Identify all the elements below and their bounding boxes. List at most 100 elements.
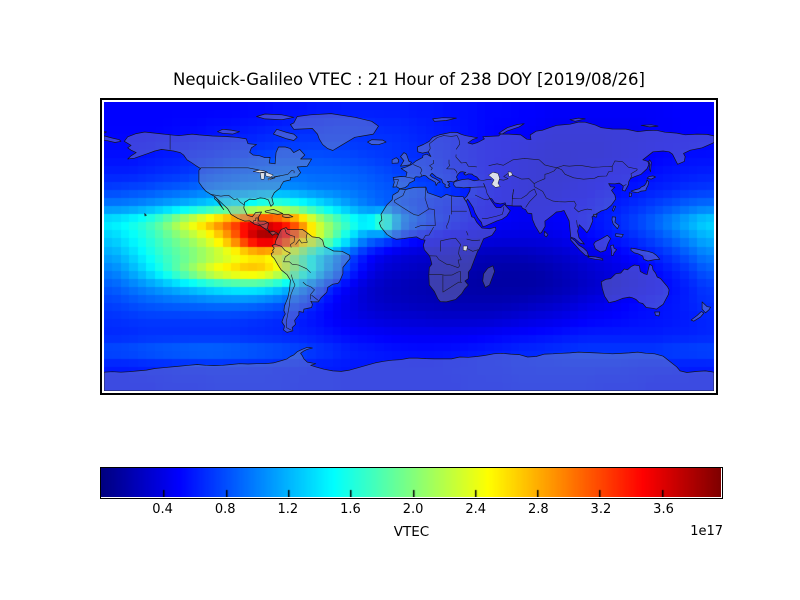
land-luzon [611, 216, 620, 230]
vtec-heatmap-canvas [104, 102, 714, 391]
border-poland-ukraine-romania [446, 159, 458, 174]
land-iceland [367, 139, 387, 146]
border-france-east [413, 164, 423, 177]
land-mindanao [615, 233, 624, 238]
border-panama [268, 231, 270, 234]
land-africa [378, 186, 497, 303]
land-sulawesi [610, 244, 617, 256]
border-venezuela-guyana-brazil [295, 232, 308, 245]
border-mongolia [556, 165, 613, 180]
land-taiwan [611, 205, 617, 212]
land-ireland [391, 157, 400, 164]
border-costa-rica [263, 228, 268, 230]
border-colombia-venezuela [284, 228, 295, 248]
border-namibia-botswana [428, 274, 452, 276]
land-north-america [123, 131, 312, 236]
coastlines-borders-overlay [104, 113, 714, 391]
land-hispaniola [282, 214, 294, 218]
colorbar-tick-label-2.8: 2.8 [527, 502, 549, 517]
land-hawaii [144, 213, 147, 217]
colorbar-tick-label-2.4: 2.4 [465, 502, 487, 517]
border-paraguay-argentina [302, 281, 315, 300]
land-baja-california [214, 196, 225, 210]
land-eurasia [392, 121, 714, 245]
border-spain-portugal [393, 178, 399, 187]
land-hainan [592, 213, 598, 218]
lake-lake-huron [265, 171, 274, 178]
colorbar-tick-labels: 0.4 0.8 1.2 1.6 2.0 2.4 2.8 3.2 3.6 [100, 502, 723, 520]
land-sumatra [570, 237, 589, 257]
border-korea-dmz [623, 184, 627, 187]
border-finland-russia [455, 135, 461, 150]
border-nigeria-cameroon [423, 226, 434, 239]
lake-caspian-sea [488, 171, 501, 188]
land-severnaya-zemlya [569, 117, 586, 122]
lake-lake-erie [267, 177, 276, 181]
land-ellesmere-island [256, 113, 295, 121]
lake-lake-ontario [274, 175, 281, 178]
border-morocco-algeria [394, 189, 406, 202]
border-india-pakistan [525, 188, 537, 208]
border-algeria-mali-niger [394, 201, 435, 216]
colorbar-tick-label-0.4: 0.4 [152, 502, 173, 517]
land-tasmania [654, 311, 661, 317]
border-zambezi [451, 271, 461, 283]
land-hokkaido [646, 175, 656, 180]
border-uruguay-brazil [311, 294, 319, 301]
land-new-guinea [630, 247, 661, 262]
land-victoria-island [217, 128, 240, 135]
border-thailand-myanmar [576, 220, 579, 228]
land-svalbard [432, 117, 457, 122]
colorbar-frame [100, 467, 723, 499]
border-russia-china-amur [611, 160, 638, 179]
border-saudi-north [474, 194, 490, 201]
land-java [587, 256, 604, 261]
lake-lake-superior [252, 169, 267, 173]
land-nz-north [701, 301, 711, 314]
border-china-india-nepal [534, 186, 575, 203]
land-wrangel-island [104, 131, 107, 134]
colorbar-tick-label-3.2: 3.2 [590, 502, 612, 517]
border-drc-angola-zambia [429, 237, 462, 268]
lake-aral-sea [507, 171, 513, 177]
colorbar-exponent-label: 1e17 [690, 524, 723, 539]
border-iran-afghanistan [511, 189, 514, 207]
map-axes-frame [100, 98, 718, 395]
land-sakhalin [648, 159, 652, 173]
border-germany-poland-czech [429, 159, 434, 171]
land-novaya-zemlya [498, 123, 525, 135]
map-plot-area [104, 102, 714, 391]
land-borneo [593, 234, 611, 253]
land-antarctica [104, 346, 714, 391]
colorbar-tick-label-1.6: 1.6 [340, 502, 361, 517]
border-algeria-libya [424, 187, 429, 209]
border-andes-borders [275, 244, 311, 273]
colorbar-axis-label: VTEC [393, 524, 430, 540]
colorbar-tick-label-2.0: 2.0 [402, 502, 424, 517]
figure-title: Nequick-Galileo VTEC : 21 Hour of 238 DO… [173, 70, 645, 89]
border-russia-kazakhstan [488, 158, 557, 168]
border-ethiopia-kenya [466, 238, 481, 241]
land-new-siberian-islands [640, 124, 659, 128]
border-norway-sweden-finland [428, 135, 458, 152]
land-sri-lanka [543, 230, 549, 238]
border-botswana-sa [442, 275, 463, 293]
border-caucasus [479, 179, 492, 181]
land-nz-south [690, 311, 705, 322]
land-honshu [630, 179, 650, 194]
land-australia [600, 263, 670, 310]
land-madagascar [482, 265, 495, 288]
land-cuba [264, 208, 284, 215]
border-spain-france [405, 176, 415, 179]
border-honduras-nicaragua [257, 222, 269, 226]
land-kyushu [628, 192, 633, 198]
border-sudan-chad [446, 215, 450, 229]
border-china-sea-borders [573, 201, 593, 213]
border-east-africa [466, 247, 479, 252]
colorbar-tick-label-1.2: 1.2 [277, 502, 299, 517]
land-great-britain [400, 152, 412, 167]
colorbar-gradient-canvas [101, 468, 721, 497]
land-greenland [290, 113, 379, 151]
border-niger-nigeria-chad [414, 209, 436, 228]
